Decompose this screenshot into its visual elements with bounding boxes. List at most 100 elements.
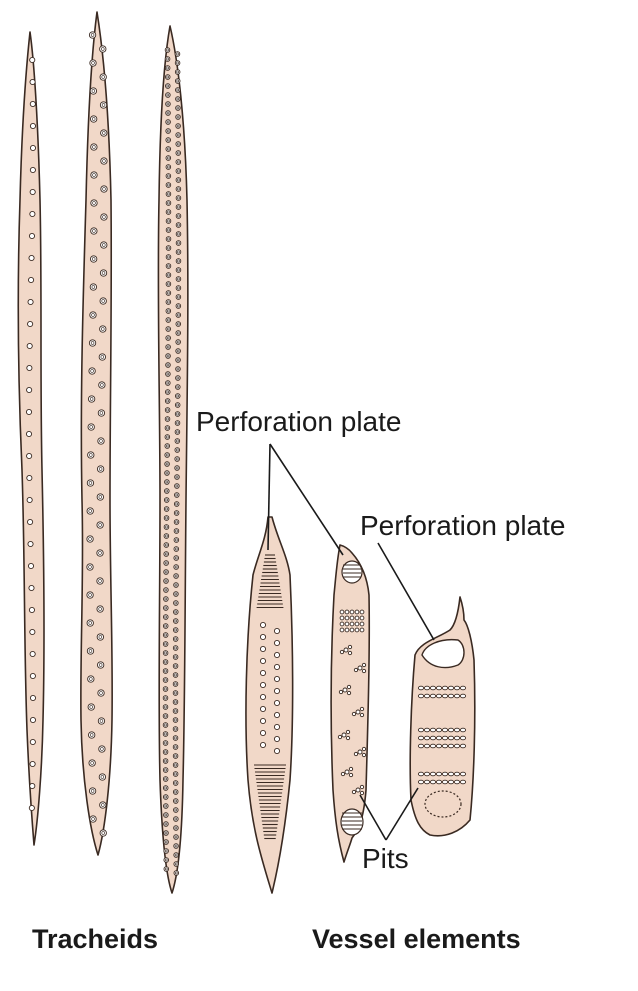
- pit-aperture: [102, 243, 106, 247]
- pit-aperture: [102, 215, 106, 219]
- pit: [354, 615, 360, 621]
- vessel-element-1-lower-plate: [254, 764, 286, 840]
- pit-aperture: [176, 52, 179, 56]
- pit: [26, 496, 33, 504]
- pit: [162, 767, 169, 773]
- pit-aperture: [164, 813, 168, 817]
- pit: [359, 712, 365, 718]
- pit: [344, 609, 350, 615]
- pit: [86, 647, 95, 655]
- pit: [173, 870, 180, 876]
- pit-aperture: [164, 723, 167, 727]
- pit: [174, 447, 181, 453]
- pit-aperture: [175, 448, 179, 452]
- pit: [164, 488, 170, 494]
- pit-aperture: [166, 426, 169, 430]
- pit: [164, 47, 171, 53]
- pit-aperture: [91, 61, 95, 65]
- pit-aperture: [88, 649, 93, 653]
- pit: [423, 779, 431, 785]
- pit: [174, 474, 180, 480]
- pit-aperture: [176, 331, 180, 335]
- pit: [351, 789, 357, 795]
- pit-aperture: [92, 173, 96, 177]
- pit: [165, 272, 172, 278]
- pit-aperture: [164, 561, 168, 565]
- pit: [162, 731, 169, 737]
- pit: [441, 693, 449, 699]
- pit: [339, 621, 345, 627]
- pit-aperture: [176, 340, 180, 344]
- pit-aperture: [166, 336, 170, 340]
- tracheid-1: [17, 31, 45, 846]
- pit-aperture: [165, 444, 169, 448]
- pit: [459, 735, 467, 741]
- pit: [162, 749, 169, 755]
- pit: [447, 685, 455, 691]
- pit-aperture: [174, 745, 177, 749]
- pit-aperture: [164, 786, 168, 790]
- pit: [441, 685, 449, 691]
- pit: [441, 771, 449, 777]
- vessel-element-2-lower-plate: [340, 808, 364, 836]
- pit: [172, 681, 179, 687]
- pit: [26, 452, 33, 460]
- pit-aperture: [164, 543, 168, 547]
- pit-aperture: [100, 383, 104, 387]
- pit: [89, 311, 97, 319]
- pit-aperture: [99, 439, 103, 443]
- pit: [273, 639, 281, 647]
- pit-aperture: [165, 489, 169, 493]
- pit: [259, 729, 267, 737]
- pit: [175, 294, 182, 300]
- pit-aperture: [176, 313, 180, 317]
- pit: [423, 771, 431, 777]
- pit-aperture: [176, 124, 180, 128]
- pit: [441, 727, 449, 733]
- pit: [29, 166, 36, 174]
- pit: [163, 533, 170, 539]
- pit: [162, 785, 169, 791]
- pit-aperture: [164, 714, 167, 718]
- pit-aperture: [166, 372, 170, 376]
- pit: [165, 209, 172, 215]
- pit: [175, 285, 182, 291]
- pit: [273, 747, 281, 755]
- pit: [354, 621, 360, 627]
- pit: [348, 772, 354, 778]
- pit: [453, 685, 461, 691]
- pit-aperture: [176, 439, 179, 443]
- pit: [165, 281, 172, 287]
- pit: [89, 815, 97, 823]
- pit: [337, 734, 343, 740]
- pit: [165, 182, 172, 188]
- pit: [175, 159, 182, 165]
- pit: [172, 636, 179, 642]
- pit: [172, 627, 179, 633]
- pit: [99, 829, 107, 837]
- pit: [164, 398, 171, 404]
- pit: [163, 497, 170, 503]
- pit: [423, 693, 431, 699]
- pit: [459, 779, 467, 785]
- pit: [97, 717, 106, 725]
- pit: [99, 325, 107, 333]
- pit: [173, 843, 179, 849]
- pit: [86, 563, 94, 571]
- pit: [96, 521, 104, 529]
- pit: [175, 141, 181, 147]
- pit: [175, 177, 182, 183]
- pit: [459, 685, 467, 691]
- pit-aperture: [164, 588, 168, 592]
- pit: [459, 693, 467, 699]
- pit: [172, 762, 179, 768]
- pit-aperture: [175, 529, 178, 533]
- pit: [163, 551, 169, 557]
- pit-aperture: [176, 385, 180, 389]
- perforation-plate-label-2: Perforation plate: [360, 510, 565, 541]
- pit: [163, 542, 170, 548]
- pit: [86, 479, 95, 487]
- pit: [97, 437, 105, 445]
- pit: [163, 587, 169, 593]
- pit: [175, 168, 182, 174]
